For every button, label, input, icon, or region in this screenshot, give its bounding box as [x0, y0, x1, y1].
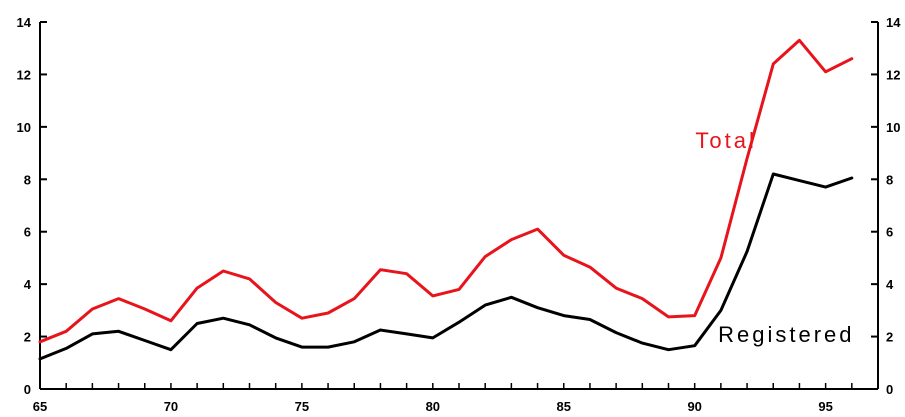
- x-tick-label: 95: [818, 399, 832, 414]
- y-tick-label-right: 8: [886, 172, 893, 187]
- series-label-registered: Registered: [718, 322, 854, 347]
- series-line-registered: [38, 172, 854, 361]
- y-tick-label-right: 14: [886, 15, 901, 30]
- y-tick-label-right: 4: [886, 277, 894, 292]
- y-tick-label-left: 14: [17, 15, 32, 30]
- y-tick-label-left: 6: [24, 225, 31, 240]
- x-tick-label: 75: [295, 399, 309, 414]
- x-tick-label: 85: [557, 399, 571, 414]
- x-tick-label: 80: [426, 399, 440, 414]
- y-tick-label-left: 2: [24, 330, 31, 345]
- axes: 0 0 2 2 4 4 6 6 8 8 10 10 12 12 14 14 65 70 75 80 85 90 95: [17, 15, 902, 414]
- y-tick-label-right: 12: [886, 67, 900, 82]
- y-tick-label-left: 8: [24, 172, 31, 187]
- y-tick-label-right: 10: [886, 120, 900, 135]
- series-lines: [38, 38, 854, 361]
- y-tick-label-right: 6: [886, 225, 893, 240]
- series-line-total: [38, 38, 854, 344]
- x-tick-label: 70: [164, 399, 178, 414]
- y-tick-label-right: 2: [886, 330, 893, 345]
- x-tick-label: 90: [687, 399, 701, 414]
- y-tick-label-left: 12: [17, 67, 31, 82]
- series-label-total: Total: [695, 128, 756, 153]
- y-tick-label-left: 4: [24, 277, 32, 292]
- y-tick-label-left: 0: [24, 382, 31, 397]
- y-tick-label-left: 10: [17, 120, 31, 135]
- y-tick-label-right: 0: [886, 382, 893, 397]
- x-tick-label: 65: [33, 399, 47, 414]
